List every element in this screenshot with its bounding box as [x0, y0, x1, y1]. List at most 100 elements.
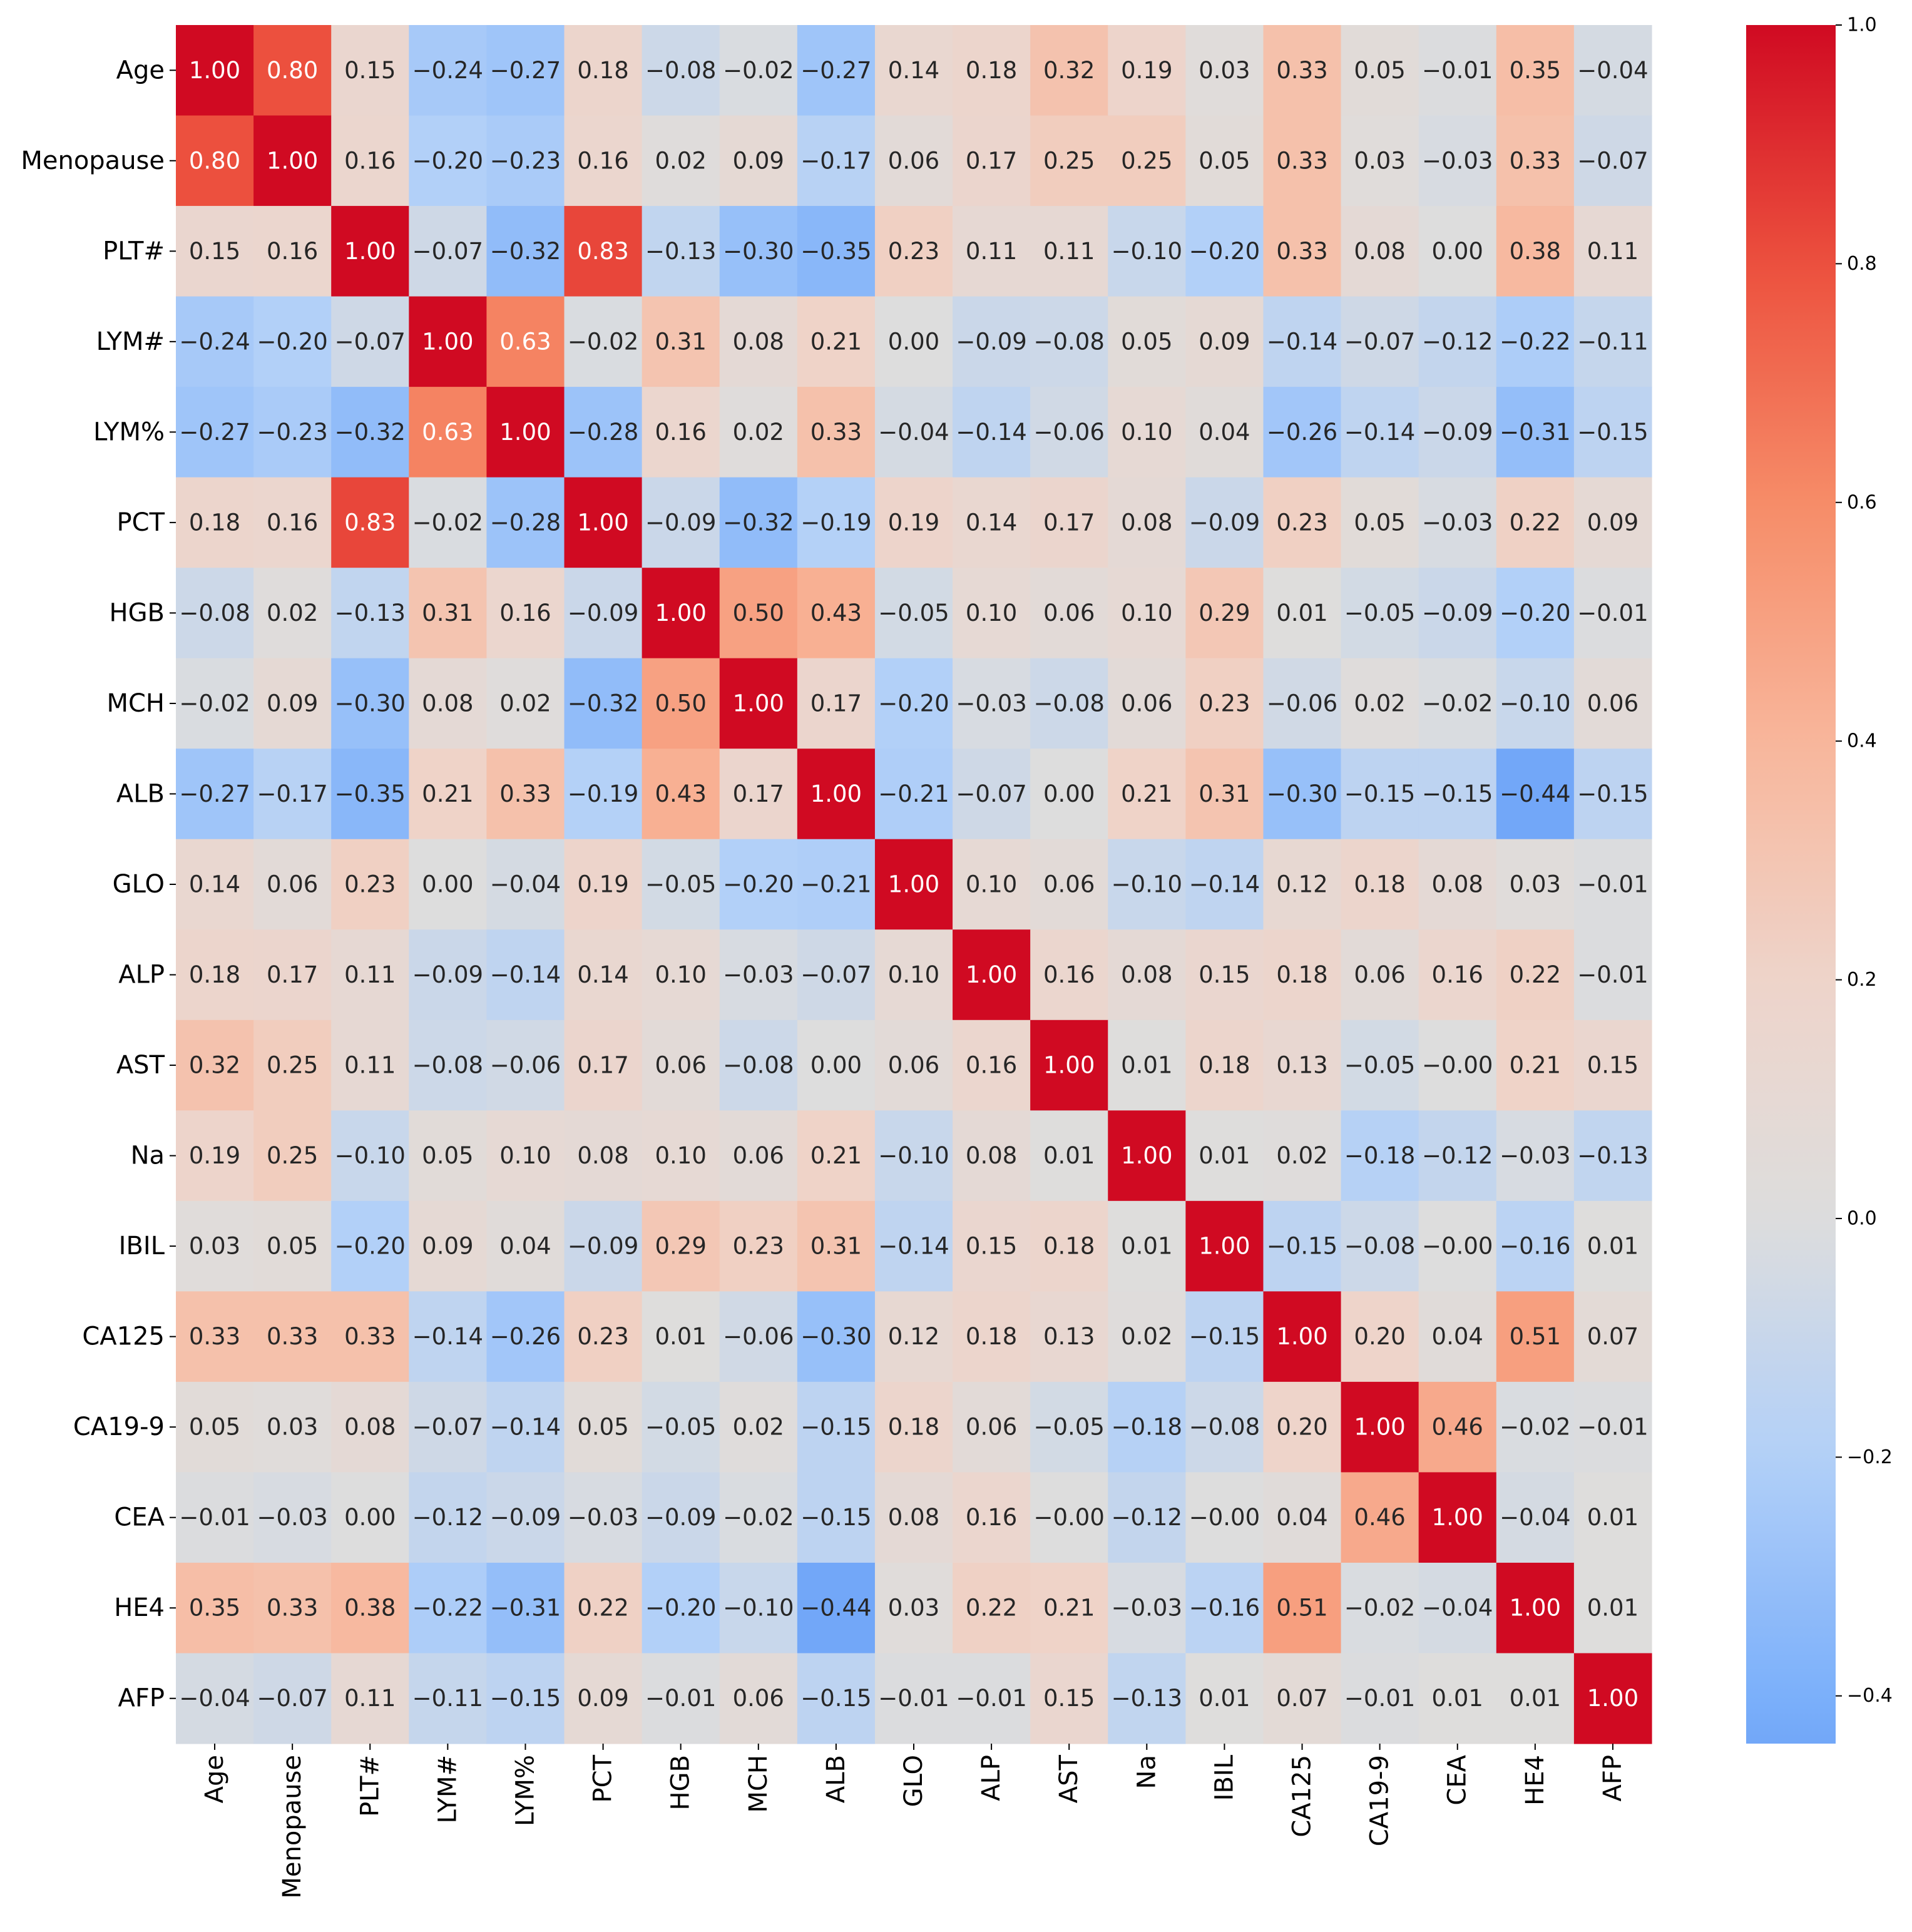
cell-value-label: 1.00 [733, 690, 784, 717]
cell-value-label: 0.08 [1354, 238, 1405, 265]
row-label: CA19-9 [73, 1413, 165, 1441]
heatmap-cell [1263, 568, 1342, 659]
cell-value-label: 0.00 [344, 1504, 396, 1531]
column-label: HGB [667, 1755, 695, 1811]
cell-value-label: −0.05 [645, 1414, 716, 1441]
cell-value-label: −0.30 [335, 690, 406, 717]
cell-value-label: 0.02 [499, 690, 551, 717]
heatmap-cell [1418, 1110, 1497, 1202]
cell-value-label: 0.17 [577, 1052, 628, 1079]
cell-value-label: 1.00 [1043, 1052, 1095, 1079]
heatmap-cell [719, 658, 798, 749]
heatmap-cell [564, 115, 643, 207]
heatmap-cell [1341, 1020, 1419, 1111]
cell-value-label: 0.01 [1276, 600, 1327, 626]
heatmap-cell [1496, 1562, 1575, 1654]
cell-value-label: 0.18 [888, 1414, 939, 1441]
heatmap-cell [642, 1472, 720, 1563]
column-label: IBIL [1210, 1754, 1239, 1801]
cell-value-label: −0.32 [335, 419, 406, 446]
cell-value-label: −0.15 [1577, 780, 1648, 807]
cell-value-label: −0.03 [956, 690, 1026, 717]
heatmap-cell [1341, 1472, 1419, 1563]
heatmap-cell [642, 658, 720, 749]
heatmap-cell [1341, 296, 1419, 387]
heatmap-cell [1185, 387, 1264, 478]
heatmap-cell [176, 115, 254, 207]
cell-value-label: 0.38 [1510, 238, 1561, 265]
cell-value-label: 0.15 [189, 238, 240, 265]
row-axis: Age Menopause PLT# LYM# LYM% PCT HGB MCH ALB GLO A… [21, 56, 176, 1713]
cell-value-label: 0.08 [422, 690, 473, 717]
cell-value-label: −0.13 [1112, 1685, 1182, 1712]
cell-value-label: −0.09 [412, 961, 483, 988]
cell-value-label: 0.02 [1121, 1323, 1172, 1350]
cell-value-label: −0.03 [568, 1504, 638, 1531]
cell-value-label: −0.07 [335, 328, 406, 355]
cell-value-label: 0.06 [1354, 961, 1405, 988]
heatmap-cell [1496, 1200, 1575, 1292]
column-label: ALB [822, 1755, 851, 1803]
cell-value-label: −0.13 [335, 600, 406, 626]
heatmap-cell [1185, 1110, 1264, 1202]
cell-value-label: −0.04 [179, 1685, 250, 1712]
heatmap-cell [1573, 296, 1652, 387]
heatmap-cell [642, 206, 720, 297]
heatmap-cell [1108, 1291, 1186, 1383]
heatmap-cell [1185, 1200, 1264, 1292]
cell-value-label: 0.21 [422, 780, 473, 807]
heatmap-cell [719, 1020, 798, 1111]
column-label: HE4 [1521, 1755, 1550, 1806]
cell-value-label: −0.02 [1422, 690, 1493, 717]
heatmap-cell [642, 477, 720, 568]
heatmap-cell [797, 1472, 876, 1563]
heatmap-cell [1263, 1472, 1342, 1563]
cell-value-label: 0.01 [1510, 1685, 1561, 1712]
cell-value-label: −0.23 [257, 419, 327, 446]
heatmap-cell [486, 1200, 565, 1292]
cell-value-label: 0.02 [1276, 1142, 1327, 1169]
cell-value-label: −0.10 [1112, 871, 1182, 898]
cell-value-label: −0.20 [645, 1595, 716, 1622]
heatmap-cell [719, 1562, 798, 1654]
cell-value-label: −0.02 [412, 509, 483, 536]
heatmap-cell [953, 1653, 1031, 1744]
heatmap-cell [874, 1020, 953, 1111]
heatmap-cell [176, 1200, 254, 1292]
cell-value-label: 0.01 [1043, 1142, 1095, 1169]
heatmap-cell [1108, 1020, 1186, 1111]
cell-value-label: 0.08 [888, 1504, 939, 1531]
cell-value-label: 0.33 [1510, 147, 1561, 174]
heatmap-cell [1185, 749, 1264, 840]
heatmap-cell [1418, 1472, 1497, 1563]
cell-value-label: 0.15 [1587, 1052, 1638, 1079]
cell-value-label: 0.08 [733, 328, 784, 355]
column-axis: Age Menopause PLT# LYM# LYM% PCT HGB MCH ALB GLO A… [200, 1744, 1627, 1899]
heatmap-cell [486, 568, 565, 659]
heatmap-cell [1341, 387, 1419, 478]
cell-value-label: −0.10 [723, 1595, 794, 1622]
heatmap-cell [797, 1200, 876, 1292]
heatmap-cell [797, 1381, 876, 1473]
heatmap-cell [253, 1381, 332, 1473]
heatmap-cell-labels: 1.00 0.80 0.15 −0.24 −0.27 0.18 −0.08 −0.02 −0.2… [179, 57, 1648, 1712]
heatmap-cell [409, 296, 488, 387]
cell-value-label: 0.16 [966, 1052, 1017, 1079]
cell-value-label: 0.22 [1510, 961, 1561, 988]
cell-value-label: 1.00 [189, 57, 240, 84]
heatmap-cell [797, 839, 876, 930]
cell-value-label: −0.10 [1500, 690, 1570, 717]
cell-value-label: −0.14 [956, 419, 1026, 446]
cell-value-label: 0.22 [1510, 509, 1561, 536]
heatmap-cell [719, 206, 798, 297]
heatmap-cell [874, 1200, 953, 1292]
cell-value-label: 0.09 [422, 1233, 473, 1260]
cell-value-label: 0.18 [1199, 1052, 1250, 1079]
heatmap-cell [719, 477, 798, 568]
column-label: CA125 [1288, 1755, 1317, 1837]
heatmap-cell [1030, 1562, 1108, 1654]
cell-value-label: −0.03 [1422, 509, 1493, 536]
cell-value-label: −0.07 [1577, 147, 1648, 174]
heatmap-cell [486, 749, 565, 840]
heatmap-cell [409, 1200, 488, 1292]
